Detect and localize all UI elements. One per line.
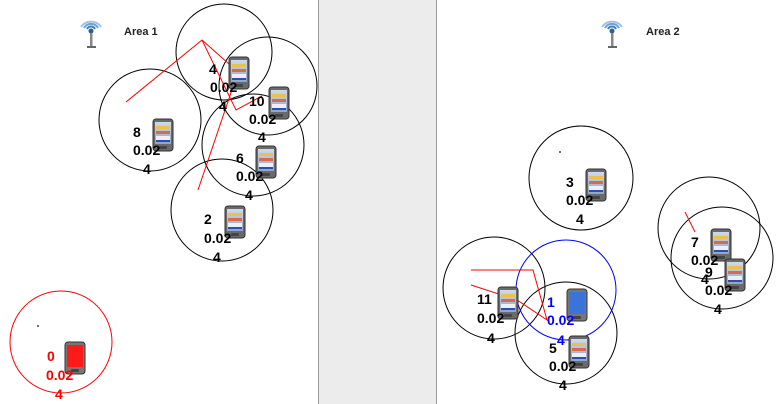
area-2-links (442, 125, 774, 385)
area-1-panel: Area 1 (0, 0, 319, 404)
node-value-label: 0.02 (691, 252, 719, 268)
area-title: Area 2 (646, 26, 680, 38)
area-1-links (9, 3, 318, 394)
coverage-ring (170, 158, 274, 262)
wifi-tower-icon (80, 20, 102, 48)
coverage-ring (670, 206, 774, 310)
mobile-device-icon[interactable] (568, 335, 590, 369)
node-count-label: 4 (258, 129, 266, 145)
node-id-label: 8 (133, 124, 141, 140)
node-id-label: 9 (705, 264, 713, 280)
node-value-label: 0.02 (204, 230, 232, 246)
node-count-label: 4 (55, 386, 63, 402)
mobile-device-icon[interactable] (64, 341, 86, 375)
coverage-ring (9, 290, 113, 394)
route-path (201, 39, 263, 111)
node-value-label: 0.02 (236, 168, 264, 184)
node-value-label: 0.02 (249, 111, 277, 127)
panel-separator (319, 0, 436, 404)
node-id-label: 7 (691, 234, 699, 250)
mobile-device-icon[interactable] (228, 56, 250, 90)
node-id-label: 4 (209, 61, 217, 77)
node-id-label: 10 (249, 93, 265, 109)
mobile-device-icon[interactable] (724, 258, 746, 292)
node-count-label: 4 (143, 161, 151, 177)
mobile-device-icon[interactable] (224, 205, 246, 239)
mobile-device-icon[interactable] (268, 86, 290, 120)
area-title: Area 1 (124, 26, 158, 38)
node-count-label: 4 (559, 377, 567, 393)
coverage-ring (218, 36, 318, 136)
mobile-device-icon[interactable] (585, 168, 607, 202)
node-id-label: 5 (549, 340, 557, 356)
node-id-label: 11 (477, 291, 492, 307)
coverage-ring (98, 68, 202, 172)
node-value-label: 0.02 (549, 358, 577, 374)
node-id-label: 3 (566, 174, 574, 190)
mobile-device-icon[interactable] (566, 288, 588, 322)
node-value-label: 0.02 (477, 310, 505, 326)
coverage-ring (514, 281, 618, 385)
coverage-ring (201, 93, 305, 197)
wifi-tower-icon (601, 20, 623, 48)
node-count-label: 4 (245, 187, 253, 203)
mobile-device-icon[interactable] (152, 118, 174, 152)
node-id-label: 1 (547, 294, 555, 310)
node-value-label: 0.02 (547, 312, 575, 328)
coverage-ring (528, 125, 634, 231)
coverage-ring (657, 176, 761, 280)
node-count-label: 4 (213, 249, 221, 265)
route-path (125, 39, 239, 191)
node-id-label: 0 (47, 348, 55, 364)
node-count-label: 4 (557, 332, 565, 348)
node-value-label: 0.02 (46, 367, 74, 383)
node-count-label: 4 (701, 271, 709, 287)
node-count-label: 4 (714, 301, 722, 317)
node-value-label: 0.02 (210, 79, 238, 95)
node-value-label: 0.02 (705, 282, 733, 298)
mobile-device-icon[interactable] (255, 145, 277, 179)
node-count-label: 4 (219, 98, 227, 114)
node-value-label: 0.02 (566, 192, 594, 208)
coverage-ring (175, 3, 273, 101)
node-id-label: 6 (236, 150, 244, 166)
node-count-label: 4 (487, 330, 495, 346)
node-id-label: 2 (204, 211, 212, 227)
node-value-label: 0.02 (133, 142, 161, 158)
mobile-device-icon[interactable] (497, 286, 519, 320)
area-2-panel: Area 2 (436, 0, 778, 404)
node-count-label: 4 (576, 211, 584, 227)
coverage-ring (442, 236, 546, 340)
route-path (684, 211, 696, 233)
mobile-device-icon[interactable] (710, 228, 732, 262)
